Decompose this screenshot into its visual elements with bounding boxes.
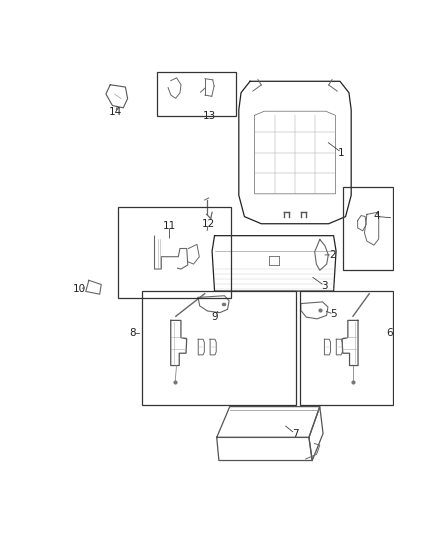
Text: 7: 7 [292,429,298,439]
Text: 12: 12 [201,219,215,229]
Text: 2: 2 [329,250,336,260]
Bar [142,291,296,405]
Text: 6: 6 [386,328,393,338]
Text: 5: 5 [330,309,337,319]
Text: 10: 10 [73,284,86,294]
Text: 9: 9 [212,311,219,321]
Bar [118,207,231,298]
Text: 1: 1 [338,148,345,158]
Text: 14: 14 [109,108,122,117]
Text: 13: 13 [203,111,216,122]
Bar [343,187,393,270]
Bar [157,71,236,116]
Text: 11: 11 [163,221,176,231]
Text: 4: 4 [373,212,380,221]
Text: 8: 8 [129,328,136,338]
Text: 3: 3 [321,281,328,290]
Bar [300,291,392,405]
